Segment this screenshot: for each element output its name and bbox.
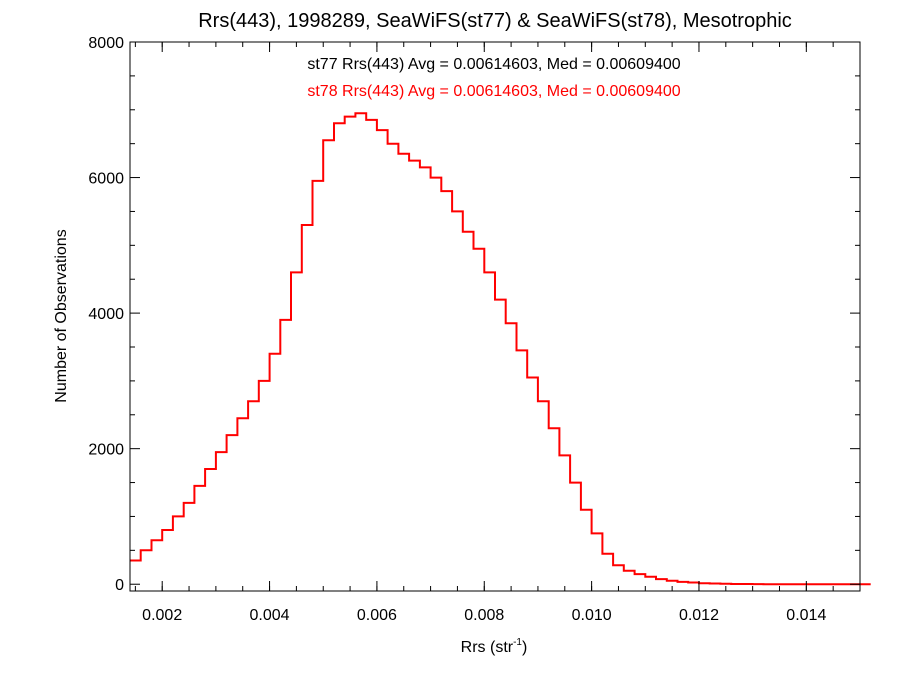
x-tick-label: 0.010 xyxy=(572,607,612,624)
series-layer xyxy=(130,112,871,586)
x-tick-label: 0.008 xyxy=(464,607,504,624)
x-tick-label: 0.006 xyxy=(357,607,397,624)
y-tick-label: 2000 xyxy=(88,442,124,459)
x-tick-label: 0.002 xyxy=(142,607,182,624)
x-axis-label-superscript: -1 xyxy=(513,637,522,648)
y-tick-label: 6000 xyxy=(88,171,124,188)
chart-title: Rrs(443), 1998289, SeaWiFS(st77) & SeaWi… xyxy=(198,10,792,32)
x-ticks: 0.002 0.004 0.006 0.008 0.010 0.012 0.014 xyxy=(134,42,834,624)
y-ticks: 0 2000 4000 6000 8000 xyxy=(88,35,860,594)
x-tick-label: 0.004 xyxy=(250,607,290,624)
avg-med-annotation-st77: st77 Rrs(443) Avg = 0.00614603, Med = 0.… xyxy=(307,56,680,73)
x-tick-label: 0.012 xyxy=(679,607,719,624)
x-axis-label-text: Rrs (str xyxy=(461,639,514,656)
plot-frame xyxy=(129,41,861,592)
x-tick-label: 0.014 xyxy=(786,607,826,624)
avg-med-annotation-st78: st78 Rrs(443) Avg = 0.00614603, Med = 0.… xyxy=(307,83,680,100)
histogram-series-0 xyxy=(130,112,871,586)
x-axis-label: Rrs (str-1) xyxy=(461,637,528,656)
x-axis-label-suffix: ) xyxy=(522,639,527,656)
y-axis-label: Number of Observations xyxy=(53,229,70,402)
y-tick-label: 8000 xyxy=(88,35,124,52)
y-tick-label: 0 xyxy=(115,577,124,594)
y-tick-label: 4000 xyxy=(88,306,124,323)
